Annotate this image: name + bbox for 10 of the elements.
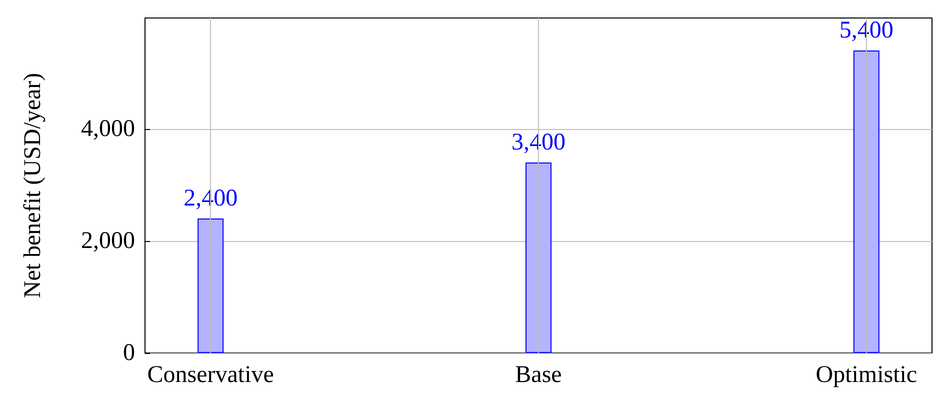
x-tick-label: Optimistic	[816, 362, 918, 388]
x-tick-label: Conservative	[147, 362, 274, 388]
y-tick-label: 4,000	[81, 116, 135, 142]
bar	[853, 50, 880, 353]
x-tick-label: Base	[515, 362, 562, 388]
y-tick-label: 2,000	[81, 228, 135, 254]
bar	[198, 218, 224, 353]
y-axis-title: Net benefit (USD/year)	[20, 72, 46, 298]
y-tick-label: 0	[123, 340, 135, 366]
bar	[526, 162, 552, 353]
